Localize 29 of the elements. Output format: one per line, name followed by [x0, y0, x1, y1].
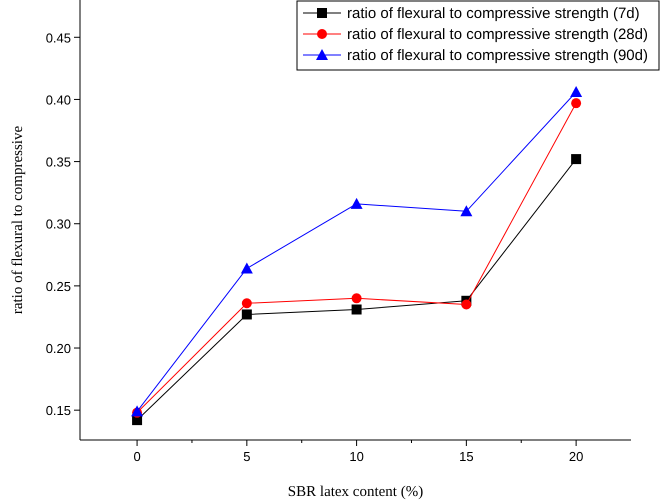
y-tick-label: 0.15 — [46, 403, 71, 418]
point — [571, 154, 582, 164]
x-tick-label: 0 — [133, 449, 141, 464]
point — [460, 205, 472, 216]
point — [240, 262, 253, 274]
x-tick-label: 10 — [349, 449, 364, 464]
y-tick-label: 0.20 — [46, 341, 71, 356]
x-tick-label: 20 — [568, 449, 584, 464]
point — [242, 298, 252, 308]
point — [242, 309, 252, 320]
point — [571, 98, 582, 108]
point — [461, 300, 472, 310]
y-tick-label: 0.30 — [46, 216, 71, 232]
x-axis-title: SBR latex content (%) — [288, 484, 424, 500]
y-tick-label: 0.45 — [46, 30, 71, 46]
y-tick-label: 0.35 — [46, 154, 71, 170]
point — [350, 198, 363, 209]
point — [131, 405, 144, 416]
legend-label: ratio of flexural to compressive strength (7d) — [347, 5, 640, 22]
x-tick-label: 15 — [459, 449, 474, 464]
legend-label: ratio of flexural to compressive strength (90d) — [347, 47, 648, 64]
legend-label: ratio of flexural to compressive strength (28d) — [347, 26, 648, 43]
point — [352, 293, 362, 304]
point — [352, 304, 362, 314]
y-tick-label: 0.40 — [46, 92, 71, 108]
y-axis-title: ratio of flexural to compressive — [10, 126, 26, 314]
y-tick-label: 0.25 — [46, 278, 71, 294]
x-tick-label: 5 — [243, 449, 250, 464]
point — [570, 86, 582, 97]
